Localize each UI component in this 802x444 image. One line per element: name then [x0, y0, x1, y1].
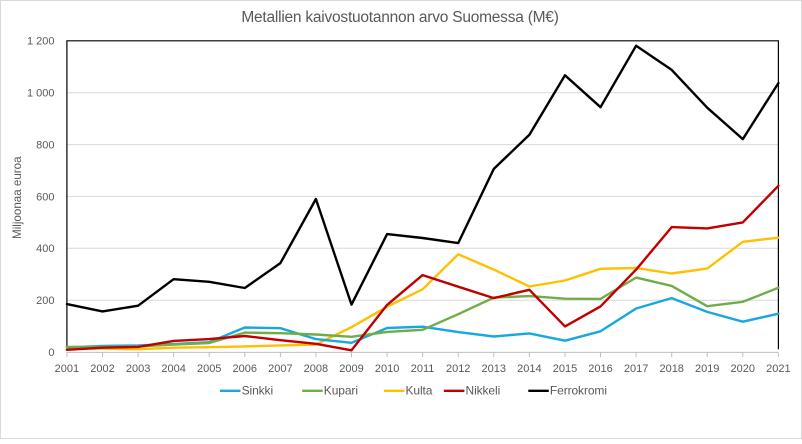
svg-text:2015: 2015: [553, 363, 577, 375]
svg-text:2009: 2009: [339, 363, 363, 375]
svg-text:2005: 2005: [197, 363, 221, 375]
svg-text:2001: 2001: [55, 363, 79, 375]
svg-text:Kulta: Kulta: [406, 383, 433, 397]
svg-text:2012: 2012: [446, 363, 470, 375]
svg-text:1 000: 1 000: [27, 88, 55, 100]
svg-text:600: 600: [36, 191, 54, 203]
svg-text:Sinkki: Sinkki: [242, 383, 273, 397]
svg-text:400: 400: [36, 243, 54, 255]
svg-text:2013: 2013: [482, 363, 506, 375]
svg-text:2020: 2020: [731, 363, 755, 375]
svg-text:2003: 2003: [126, 363, 150, 375]
svg-text:Nikkeli: Nikkeli: [466, 383, 501, 397]
svg-text:Miljoonaa euroa: Miljoonaa euroa: [11, 156, 24, 239]
svg-text:2018: 2018: [659, 363, 683, 375]
svg-text:2017: 2017: [624, 363, 648, 375]
svg-text:1 200: 1 200: [27, 36, 55, 48]
svg-text:Metallien kaivostuotannon arvo: Metallien kaivostuotannon arvo Suomessa …: [241, 9, 558, 26]
svg-text:Kupari: Kupari: [324, 383, 358, 397]
svg-text:2016: 2016: [588, 363, 612, 375]
svg-text:0: 0: [48, 347, 54, 359]
svg-text:2004: 2004: [161, 363, 185, 375]
svg-text:2002: 2002: [90, 363, 114, 375]
svg-text:2014: 2014: [517, 363, 541, 375]
svg-text:Ferrokromi: Ferrokromi: [550, 383, 607, 397]
svg-text:2010: 2010: [375, 363, 399, 375]
svg-text:200: 200: [36, 295, 54, 307]
svg-text:2006: 2006: [233, 363, 257, 375]
svg-text:2019: 2019: [695, 363, 719, 375]
svg-text:2021: 2021: [766, 363, 790, 375]
svg-text:2007: 2007: [268, 363, 292, 375]
svg-text:800: 800: [36, 140, 54, 152]
svg-text:2008: 2008: [304, 363, 328, 375]
svg-text:2011: 2011: [411, 363, 435, 375]
